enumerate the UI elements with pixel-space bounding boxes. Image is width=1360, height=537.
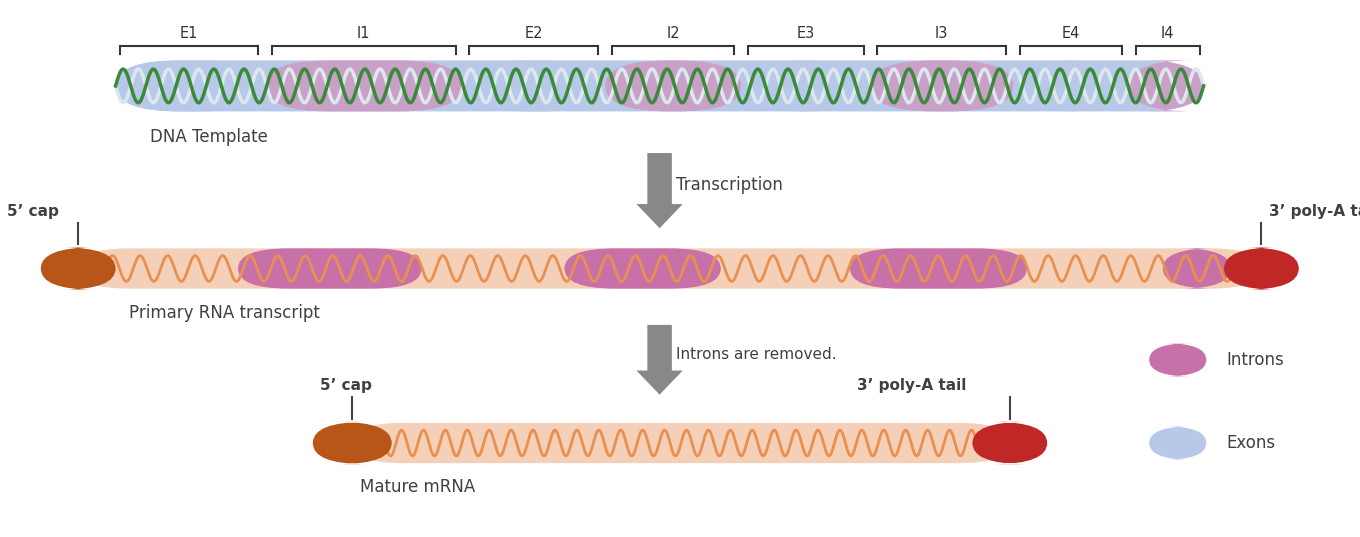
Text: Mature mRNA: Mature mRNA bbox=[360, 478, 476, 496]
FancyBboxPatch shape bbox=[1149, 343, 1206, 376]
Text: I1: I1 bbox=[358, 26, 370, 41]
Text: 5’ cap: 5’ cap bbox=[7, 204, 58, 219]
FancyBboxPatch shape bbox=[850, 248, 1027, 289]
FancyBboxPatch shape bbox=[605, 61, 741, 112]
FancyBboxPatch shape bbox=[741, 61, 870, 112]
FancyBboxPatch shape bbox=[313, 422, 392, 464]
Text: I3: I3 bbox=[936, 26, 948, 41]
Text: Transcription: Transcription bbox=[676, 176, 783, 194]
Text: I2: I2 bbox=[666, 26, 680, 41]
Text: I4: I4 bbox=[1161, 26, 1174, 41]
FancyArrow shape bbox=[636, 153, 683, 228]
FancyBboxPatch shape bbox=[352, 423, 1009, 463]
Text: E2: E2 bbox=[525, 26, 543, 41]
Text: Introns are removed.: Introns are removed. bbox=[676, 347, 836, 362]
Text: 3’ poly-A tail: 3’ poly-A tail bbox=[1269, 204, 1360, 219]
Text: Primary RNA transcript: Primary RNA transcript bbox=[129, 304, 320, 322]
FancyBboxPatch shape bbox=[238, 248, 422, 289]
Text: Introns: Introns bbox=[1227, 351, 1284, 369]
FancyBboxPatch shape bbox=[78, 248, 1262, 289]
FancyBboxPatch shape bbox=[1224, 248, 1299, 289]
FancyBboxPatch shape bbox=[265, 61, 462, 112]
Text: Exons: Exons bbox=[1227, 434, 1276, 452]
FancyBboxPatch shape bbox=[1163, 248, 1231, 289]
Text: E3: E3 bbox=[797, 26, 815, 41]
Text: DNA Template: DNA Template bbox=[150, 128, 268, 146]
Text: E4: E4 bbox=[1062, 26, 1080, 41]
FancyBboxPatch shape bbox=[41, 248, 116, 289]
Text: 5’ cap: 5’ cap bbox=[320, 379, 371, 393]
FancyBboxPatch shape bbox=[1013, 61, 1129, 112]
FancyBboxPatch shape bbox=[116, 61, 265, 112]
FancyBboxPatch shape bbox=[1129, 61, 1204, 112]
FancyBboxPatch shape bbox=[462, 61, 605, 112]
FancyArrow shape bbox=[636, 325, 683, 395]
Text: E1: E1 bbox=[180, 26, 199, 41]
FancyBboxPatch shape bbox=[870, 61, 1013, 112]
FancyBboxPatch shape bbox=[1149, 426, 1206, 460]
Text: 3’ poly-A tail: 3’ poly-A tail bbox=[857, 379, 966, 393]
FancyBboxPatch shape bbox=[116, 61, 1204, 112]
FancyBboxPatch shape bbox=[972, 422, 1047, 464]
FancyBboxPatch shape bbox=[564, 248, 721, 289]
